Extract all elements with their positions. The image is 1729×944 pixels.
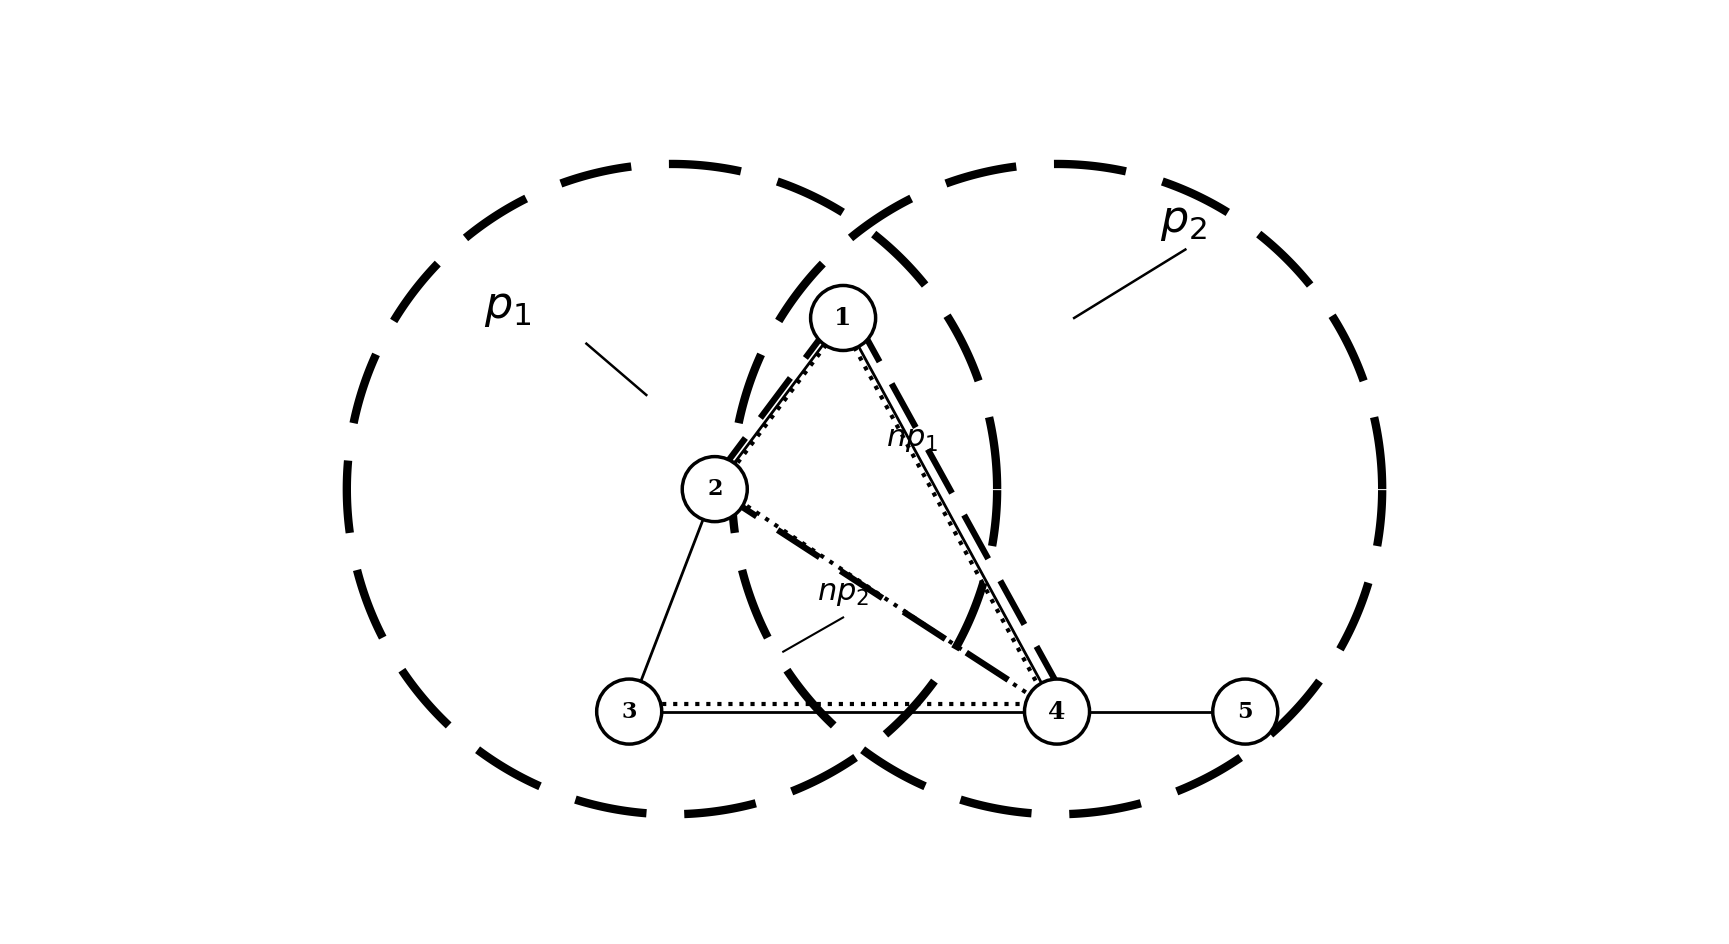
Circle shape xyxy=(597,679,662,744)
Text: 2: 2 xyxy=(707,478,723,500)
Circle shape xyxy=(1212,679,1278,744)
Circle shape xyxy=(1025,679,1089,744)
Text: $np_1$: $np_1$ xyxy=(885,423,939,454)
Text: $p_2$: $p_2$ xyxy=(1160,200,1207,244)
Text: 5: 5 xyxy=(1238,700,1254,722)
Text: 4: 4 xyxy=(1048,700,1065,724)
Text: 1: 1 xyxy=(835,306,852,330)
Circle shape xyxy=(683,457,747,522)
Circle shape xyxy=(811,285,875,350)
Text: $p_1$: $p_1$ xyxy=(484,286,531,329)
Text: $np_2$: $np_2$ xyxy=(818,578,870,608)
Text: 3: 3 xyxy=(621,700,636,722)
